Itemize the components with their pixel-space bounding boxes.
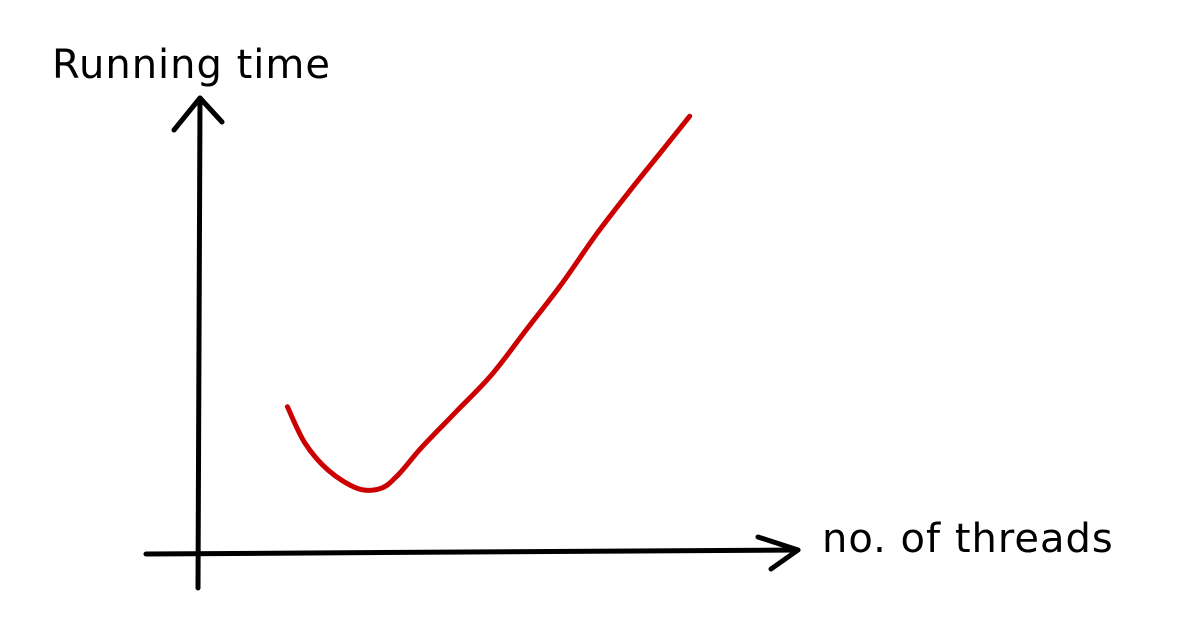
x-axis-line [143,547,801,557]
series-line-0 [284,113,693,493]
x-axis-label: no. of threads [822,516,1114,562]
x-axis-arrowhead [755,534,801,572]
y-axis-arrowhead [171,95,225,133]
y-axis-label: Running time [52,42,331,88]
plot-area [284,113,693,493]
axes [143,95,801,591]
y-axis-line [195,95,203,591]
